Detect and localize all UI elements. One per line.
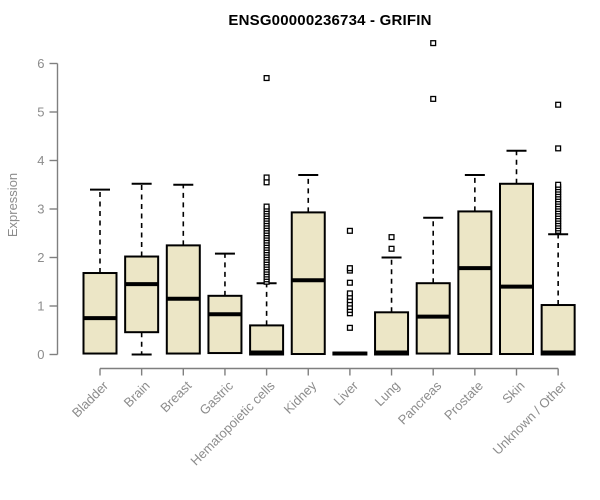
box-kidney bbox=[290, 174, 326, 356]
x-tick-label-unknown-other: Unknown / Other bbox=[490, 378, 570, 458]
outlier-point bbox=[346, 265, 353, 272]
outlier-point bbox=[388, 234, 395, 241]
box-breast bbox=[165, 183, 201, 355]
chart-title: ENSG00000236734 - GRIFIN bbox=[228, 12, 432, 29]
x-tick-label-kidney: Kidney bbox=[281, 378, 320, 417]
iqr-box bbox=[499, 182, 534, 356]
iqr-box bbox=[290, 211, 326, 356]
outlier-point bbox=[555, 101, 562, 108]
box-bladder bbox=[82, 188, 118, 355]
x-tick-label-breast: Breast bbox=[157, 378, 194, 415]
y-tick-label: 0 bbox=[37, 347, 44, 362]
outlier-point bbox=[555, 145, 562, 152]
y-tick-label: 2 bbox=[37, 250, 44, 265]
outlier-point bbox=[263, 174, 270, 181]
x-tick-label-liver: Liver bbox=[330, 378, 361, 409]
y-tick-label: 5 bbox=[37, 105, 44, 120]
y-axis: 0 1 2 3 4 5 6 bbox=[37, 56, 59, 362]
outlier-point bbox=[346, 290, 353, 297]
outlier-point bbox=[263, 203, 270, 210]
x-tick-label-prostate: Prostate bbox=[441, 378, 486, 423]
y-tick-label: 6 bbox=[37, 56, 44, 71]
iqr-box bbox=[249, 324, 285, 356]
y-tick-label: 1 bbox=[37, 299, 44, 314]
x-tick-label-brain: Brain bbox=[121, 378, 153, 410]
box-lung bbox=[374, 234, 410, 356]
iqr-box bbox=[540, 304, 576, 356]
box-liver bbox=[332, 227, 368, 356]
outlier-point bbox=[388, 245, 395, 252]
outlier-point bbox=[555, 181, 562, 188]
box-pancreas bbox=[415, 40, 451, 355]
iqr-box bbox=[374, 311, 410, 356]
box-skin bbox=[499, 149, 534, 356]
x-tick-label-gastric: Gastric bbox=[196, 378, 236, 418]
box-gastric bbox=[207, 252, 243, 355]
x-tick-label-pancreas: Pancreas bbox=[395, 378, 445, 428]
outlier-point bbox=[430, 95, 437, 102]
x-tick-label-bladder: Bladder bbox=[69, 378, 112, 421]
iqr-box bbox=[457, 210, 493, 356]
outlier-point bbox=[263, 179, 270, 186]
iqr-box bbox=[82, 272, 118, 355]
box-prostate bbox=[457, 174, 493, 356]
x-tick-label-lung: Lung bbox=[372, 378, 403, 409]
outlier-point bbox=[430, 40, 437, 47]
outlier-point bbox=[263, 75, 270, 82]
x-tick-label-skin: Skin bbox=[499, 378, 527, 406]
y-tick-label: 3 bbox=[37, 202, 44, 217]
outlier-point bbox=[346, 324, 353, 331]
outlier-point bbox=[346, 227, 353, 234]
iqr-box bbox=[207, 294, 243, 355]
iqr-box bbox=[124, 255, 160, 334]
box-hematopoietic-cells bbox=[249, 75, 285, 356]
box-unknown-other bbox=[540, 101, 576, 356]
box-brain bbox=[124, 182, 160, 356]
outlier-point bbox=[346, 279, 353, 286]
y-tick-label: 4 bbox=[37, 153, 44, 168]
